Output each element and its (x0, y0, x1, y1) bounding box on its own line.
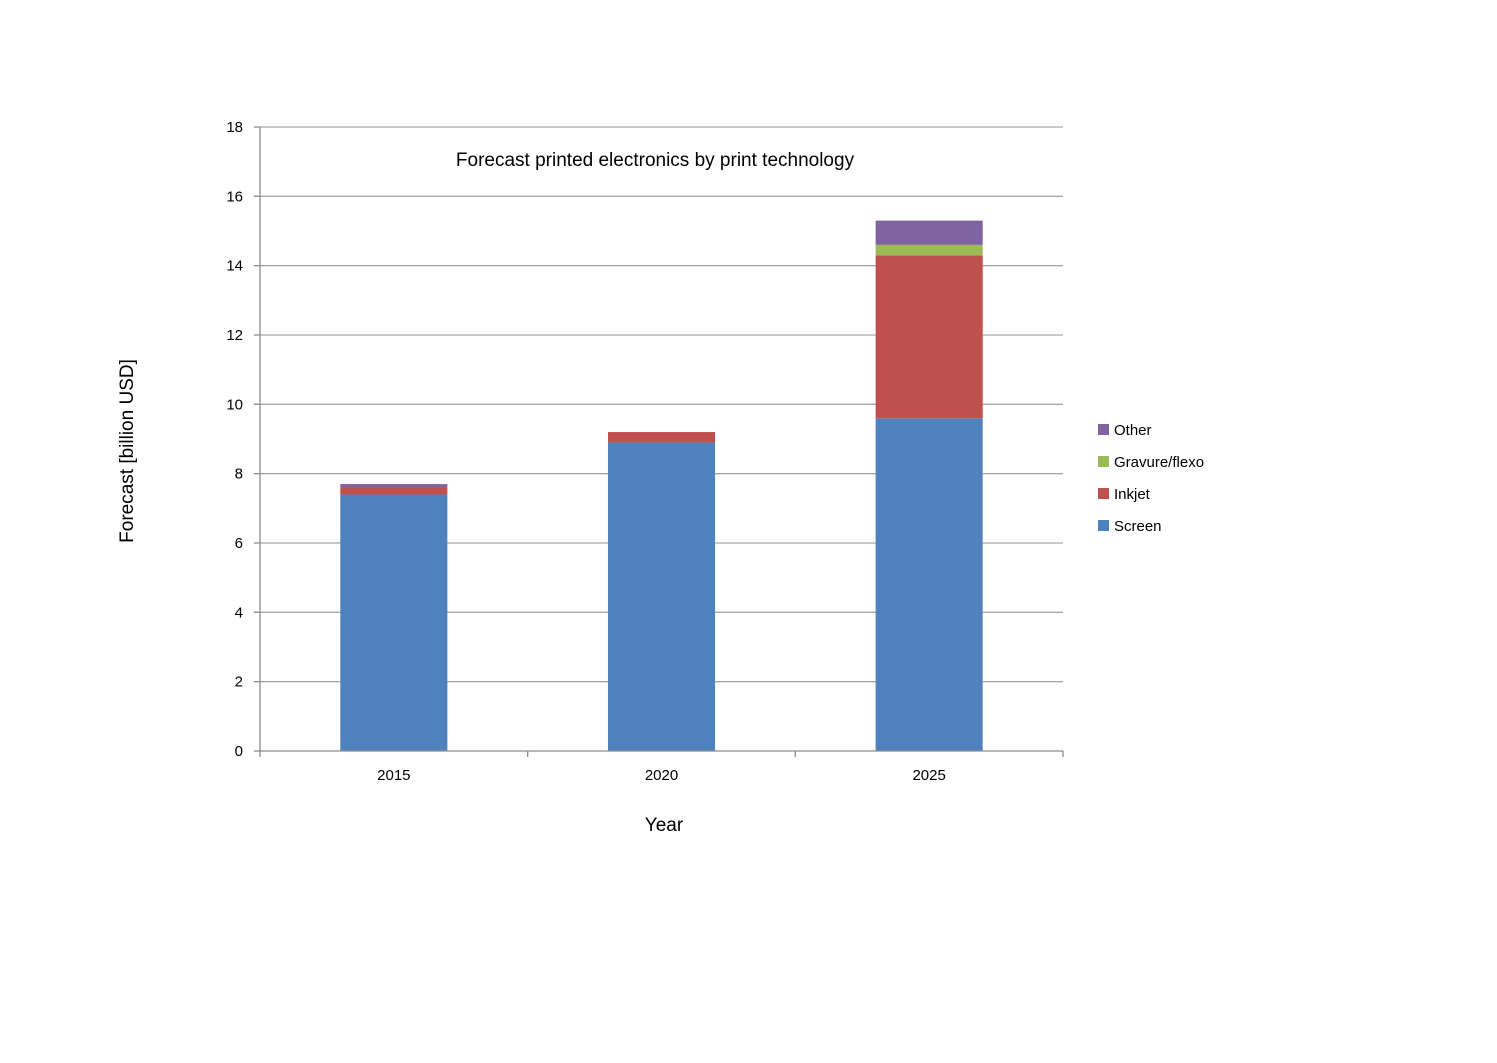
y-tick-label: 18 (226, 119, 243, 136)
axes: 0 2 4 6 8 10 12 14 16 18 2015 2020 2025 (226, 119, 1064, 784)
y-tick-label: 12 (226, 327, 243, 344)
legend-label: Gravure/flexo (1114, 454, 1204, 471)
y-tick-label: 0 (235, 743, 243, 760)
legend-label: Screen (1114, 518, 1162, 535)
y-tick-label: 10 (226, 396, 243, 413)
legend-label: Other (1114, 422, 1152, 439)
y-tick-label: 16 (226, 188, 243, 205)
bar-inkjet-2015 (340, 487, 448, 495)
legend-swatch (1098, 520, 1109, 531)
x-tick-label: 2015 (377, 767, 410, 784)
legend-swatch (1098, 424, 1109, 435)
bar-other-2015 (340, 484, 448, 488)
bar-screen-2025 (875, 418, 983, 751)
legend: Other Gravure/flexo Inkjet Screen (1098, 422, 1204, 535)
bar-other-2025 (875, 220, 983, 245)
bar-screen-2020 (607, 442, 716, 751)
legend-label: Inkjet (1114, 486, 1151, 503)
x-tick-label: 2020 (645, 767, 678, 784)
legend-swatch (1098, 456, 1109, 467)
y-tick-label: 4 (235, 604, 243, 621)
bars (340, 220, 983, 751)
chart-title: Forecast printed electronics by print te… (456, 150, 855, 171)
bar-gravure-flexo-2025 (875, 244, 983, 256)
y-tick-label: 8 (235, 466, 243, 483)
legend-swatch (1098, 488, 1109, 499)
y-tick-label: 2 (235, 674, 243, 691)
bar-screen-2015 (340, 494, 448, 751)
x-axis-title: Year (645, 815, 684, 836)
bar-inkjet-2020 (607, 432, 716, 443)
bar-inkjet-2025 (875, 255, 983, 419)
x-tick-label: 2025 (912, 767, 945, 784)
y-axis-title: Forecast [billion USD] (117, 359, 138, 543)
y-tick-label: 6 (235, 535, 243, 552)
y-tick-label: 14 (226, 258, 243, 275)
